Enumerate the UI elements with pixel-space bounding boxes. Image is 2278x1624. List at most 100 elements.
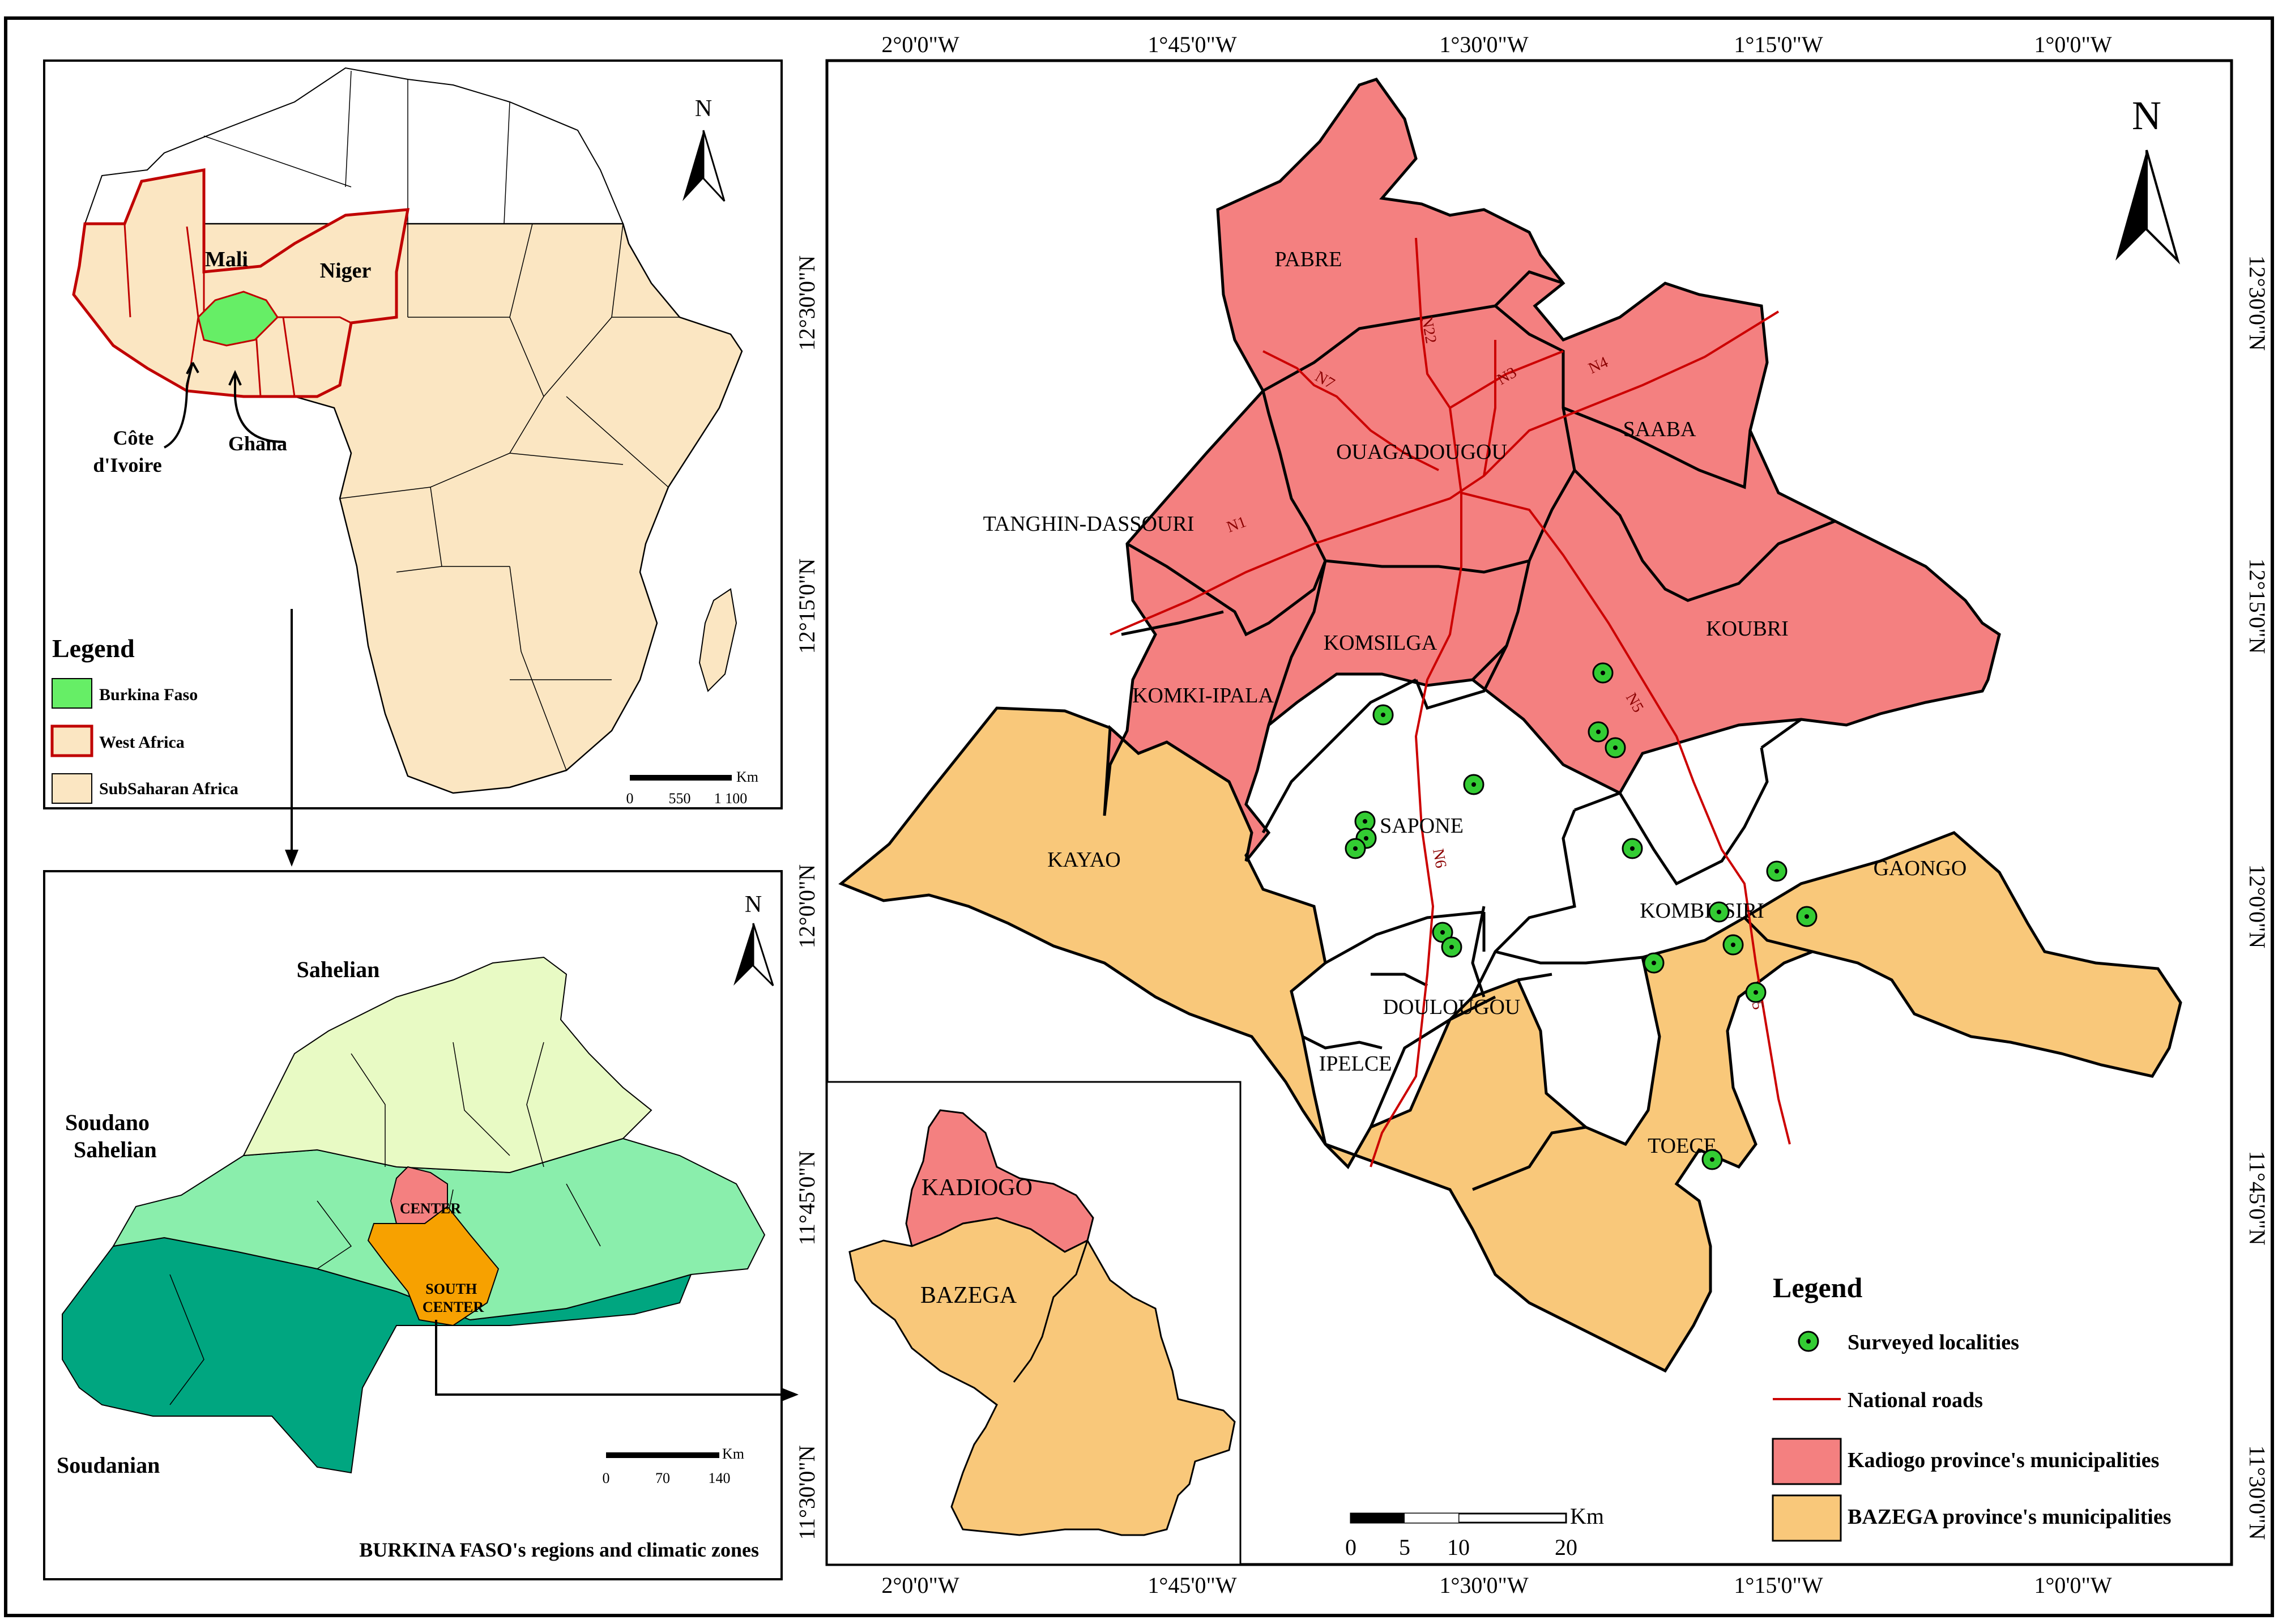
lon-label-bottom-2: 1°30'0"W: [1439, 1572, 1529, 1598]
municipality-label-gaongo: GAONGO: [1874, 856, 1967, 880]
surveyed-localities: [1345, 662, 1818, 1170]
niger-label: Niger: [320, 259, 372, 283]
lon-label-top-3: 1°15'0"W: [1734, 32, 1823, 57]
africa-scale-tick-1: 550: [669, 790, 691, 807]
africa-inset: Mali Niger Côte d'Ivoire Ghana N Legend …: [43, 59, 783, 809]
legend-label-kadiogo: Kadiogo province's municipalities: [1848, 1448, 2159, 1472]
surveyed-point: [1345, 838, 1366, 859]
connector-line-2: [435, 1320, 787, 1396]
lat-label-left-0: 12°30'0"N: [794, 255, 820, 351]
road-n1-n4: [1110, 310, 1780, 636]
surveyed-point: [1701, 1149, 1723, 1170]
surveyed-point: [1622, 838, 1643, 859]
kadiogo-province: [1103, 78, 2001, 862]
legend-swatch-subsaharan: [52, 773, 92, 804]
lon-label-bottom-4: 1°0'0"W: [2034, 1572, 2112, 1598]
lon-label-bottom-0: 2°0'0"W: [881, 1572, 959, 1598]
municipality-label-komsilga: KOMSILGA: [1324, 631, 1437, 655]
bazega-province: [838, 706, 2182, 1373]
cote-divoire-label-line2: d'Ivoire: [93, 454, 161, 476]
lat-label-left-3: 11°45'0"N: [794, 1151, 820, 1246]
municipality-label-kayao: KAYAO: [1047, 848, 1121, 872]
main-scale-tick-1: 5: [1399, 1535, 1410, 1560]
surveyed-point: [1745, 982, 1767, 1003]
outer-frame: [4, 16, 2274, 1617]
soudano-label-line1: Soudano: [65, 1110, 150, 1135]
africa-scale-unit: Km: [736, 769, 758, 785]
municipality-label-doulougou: DOULOUGOU: [1383, 995, 1521, 1019]
sahelian-zone: [242, 956, 652, 1174]
legend-swatch-burkina-faso: [52, 678, 92, 709]
surveyed-point: [1463, 774, 1484, 795]
cote-divoire-leader: [164, 385, 188, 449]
madagascar: [698, 588, 737, 692]
burkina-scale-unit: Km: [722, 1446, 744, 1462]
ouagadougou-border: [1261, 304, 1576, 574]
kadiogo-internal-borders: [1121, 270, 1836, 726]
soudano-sahelian-label: Soudano Sahelian: [65, 1110, 157, 1162]
cote-divoire-label-line1: Côte: [113, 427, 154, 449]
surveyed-point: [1722, 934, 1744, 956]
municipality-label-ouagadougou: OUAGADOUGOU: [1336, 440, 1507, 464]
bazega-internal-borders: [1261, 645, 1813, 1191]
main-scale-tick-3: 20: [1555, 1535, 1577, 1560]
national-roads: [1110, 237, 1791, 1167]
legend-label-burkina-faso: Burkina Faso: [99, 685, 198, 704]
municipality-label-pabre: PABRE: [1275, 248, 1342, 271]
main-scale-tick-0: 0: [1345, 1535, 1356, 1560]
sahelian-label: Sahelian: [297, 957, 380, 982]
road-n5: [1461, 492, 1791, 1145]
west-africa-region: [72, 168, 410, 398]
legend-point-center: [1806, 1339, 1811, 1344]
legend-label-surveyed: Surveyed localities: [1848, 1331, 2019, 1354]
lon-label-bottom-1: 1°45'0"W: [1147, 1572, 1237, 1598]
main-legend: Legend Surveyed localities National road…: [1772, 1272, 2171, 1542]
burkina-inset-caption: BURKINA FASO's regions and climatic zone…: [359, 1538, 759, 1561]
africa-legend: Legend Burkina Faso West Africa SubSahar…: [50, 634, 238, 804]
legend-swatch-kadiogo: [1772, 1438, 1842, 1485]
lat-label-right-4: 11°30'0"N: [2245, 1446, 2270, 1540]
municipality-label-ipelce: IPELCE: [1319, 1052, 1392, 1076]
municipality-label-koubri: KOUBRI: [1706, 617, 1789, 641]
main-legend-title: Legend: [1773, 1272, 1863, 1303]
bazega-inset-border: [1013, 1240, 1089, 1383]
surveyed-point: [1796, 906, 1818, 927]
mali-label: Mali: [205, 248, 248, 271]
cote-divoire-label: Côte d'Ivoire: [93, 427, 161, 476]
legend-label-bazega: BAZEGA province's municipalities: [1848, 1505, 2171, 1529]
connector-arrow-2-icon: [782, 1388, 799, 1401]
bazega-inset-label: BAZEGA: [920, 1282, 1017, 1308]
surveyed-point: [1441, 936, 1462, 958]
africa-scale-tick-0: 0: [626, 790, 634, 807]
africa-internal-borders: [339, 223, 680, 771]
municipality-label-sapone: SAPONE: [1380, 814, 1464, 838]
burkina-scale-tick-2: 140: [709, 1470, 731, 1486]
main-scale-unit: Km: [1570, 1503, 1604, 1529]
north-africa: [84, 67, 624, 224]
surveyed-point: [1372, 704, 1394, 726]
lon-label-top-2: 1°30'0"W: [1439, 32, 1529, 57]
lat-label-left-2: 12°0'0"N: [794, 864, 820, 948]
ghana-label: Ghana: [228, 432, 287, 455]
municipality-label-kombissiri: KOMBISSIRI: [1640, 899, 1764, 923]
south-center-region: [367, 1205, 500, 1327]
burkina-scale-bar: Km 0 70 140: [603, 1446, 745, 1486]
soudanian-label: Soudanian: [57, 1452, 160, 1478]
burkina-north-arrow-icon: N: [733, 892, 774, 987]
road-n3: [1449, 340, 1564, 476]
main-map: N1 N7 N22 N3 N4 N5 N5 N6 PABRE OUAGADOUG…: [794, 32, 2270, 1598]
surveyed-point: [1588, 721, 1609, 743]
municipality-label-saaba: SAABA: [1623, 417, 1696, 441]
lon-label-top-4: 1°0'0"W: [2034, 32, 2112, 57]
lat-label-right-3: 11°45'0"N: [2245, 1151, 2270, 1246]
south-center-label: SOUTH CENTER: [423, 1281, 484, 1315]
legend-swatch-bazega: [1772, 1494, 1842, 1542]
burkina-scale-tick-0: 0: [603, 1470, 610, 1486]
road-n22-n6: [1370, 237, 1462, 1167]
center-region-label: CENTER: [400, 1200, 462, 1217]
africa-scale-bar: Km 0 550 1 100: [626, 769, 759, 807]
south-center-label-line2: CENTER: [423, 1299, 484, 1315]
lon-label-top-1: 1°45'0"W: [1147, 32, 1237, 57]
